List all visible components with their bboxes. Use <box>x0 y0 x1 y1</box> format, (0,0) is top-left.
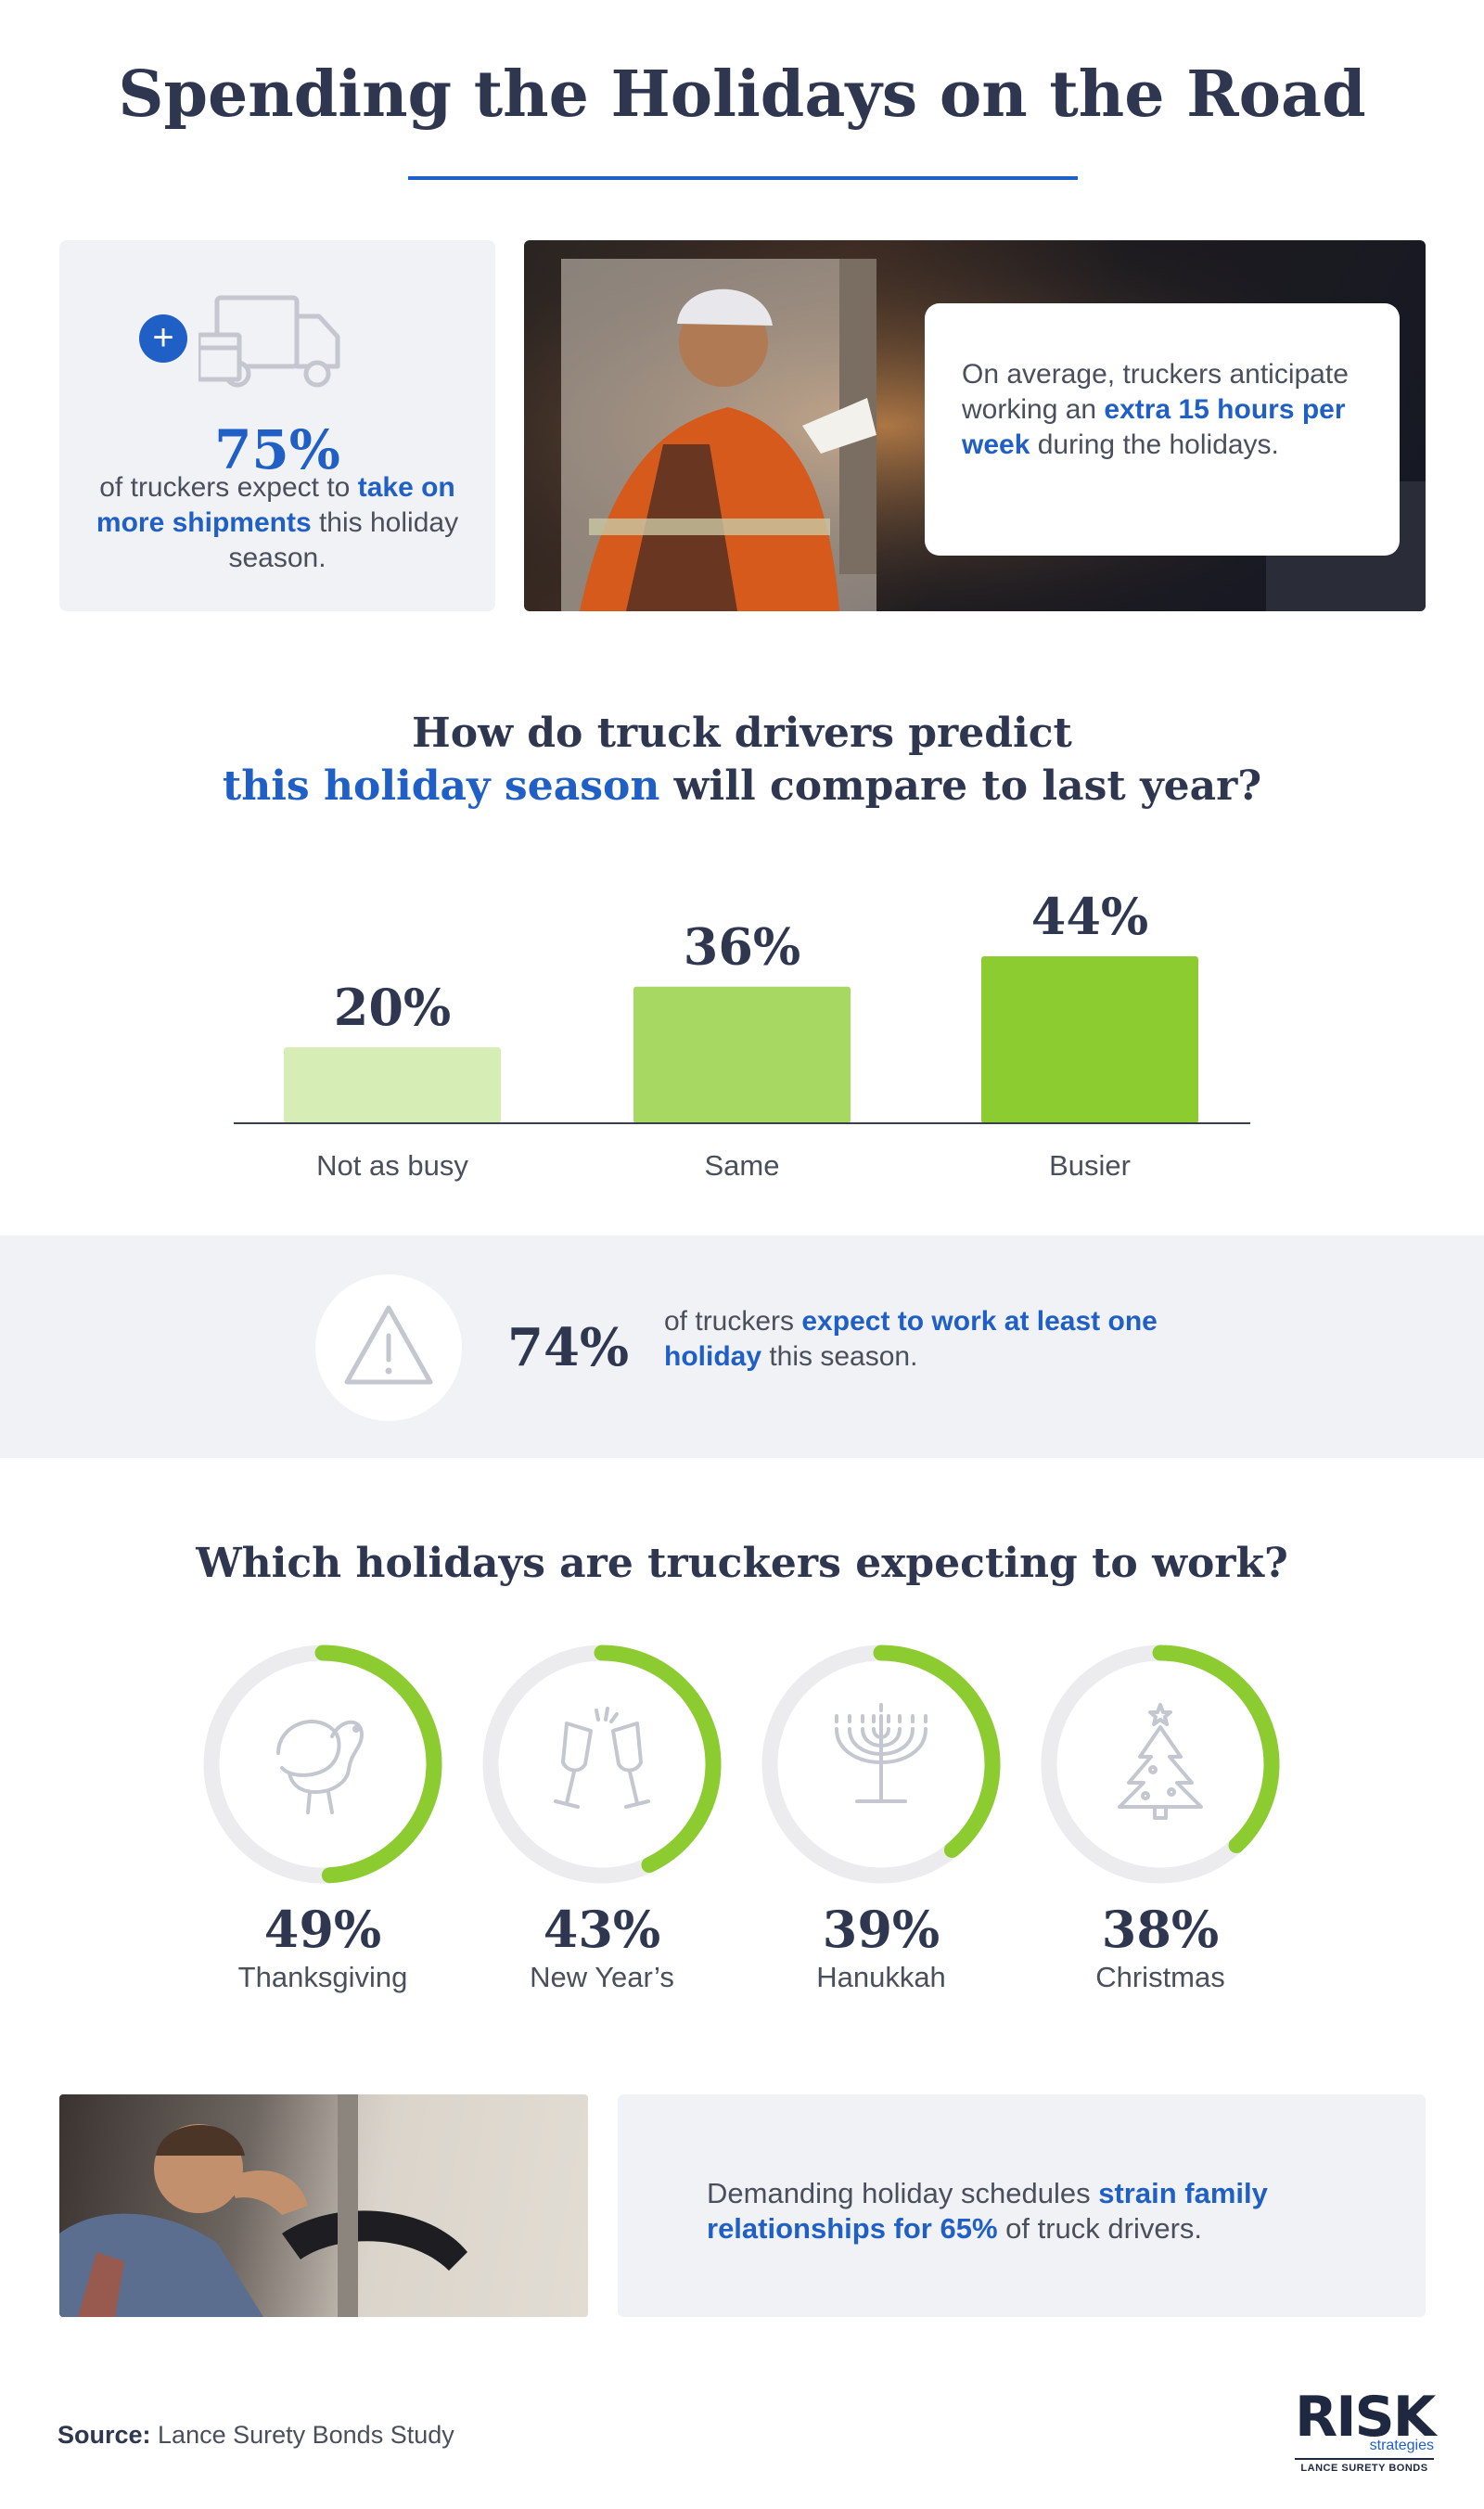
holiday-christmas: 38% Christmas <box>1040 1644 1281 1994</box>
logo-subtitle: strategies <box>1369 2438 1434 2453</box>
warning-icon <box>344 1305 433 1385</box>
family-strain-card: Demanding holiday schedules strain famil… <box>618 2094 1426 2317</box>
truck-icon <box>198 295 340 388</box>
bar-2 <box>981 956 1198 1123</box>
christmas-label: Christmas <box>1095 1961 1225 1993</box>
thanksgiving-ring <box>203 1645 442 1884</box>
bar-category-label-1: Same <box>705 1149 780 1182</box>
holiday-work-stat-text: of truckers expect to work at least one … <box>664 1306 1158 1372</box>
chart-question-line-2: this holiday season will compare to last… <box>222 762 1262 810</box>
new-years-value: 43% <box>543 1900 661 1959</box>
risk-strategies-logo: RISK strategies LANCE SURETY BONDS <box>1295 2385 1436 2474</box>
logo-wordmark: RISK <box>1295 2385 1436 2450</box>
holiday-thanksgiving: 49% Thanksgiving <box>202 1644 443 1994</box>
hanukkah-ring <box>761 1645 1001 1884</box>
christmas-ring-arc <box>1041 1645 1280 1884</box>
plus-icon: + <box>139 314 187 363</box>
christmas-tree-icon <box>1118 1703 1203 1820</box>
bar-value-label-2: 44% <box>1031 887 1148 946</box>
tired-driver-photo <box>59 2094 588 2317</box>
chart-question-line-1: How do truck drivers predict <box>412 710 1072 757</box>
tired-driver-illustration <box>59 2094 588 2317</box>
turkey-icon <box>276 1720 364 1814</box>
hanukkah-label: Hanukkah <box>816 1961 946 1993</box>
bar-category-label-0: Not as busy <box>316 1149 468 1182</box>
holiday-hanukkah: 39% Hanukkah <box>761 1644 1002 1994</box>
christmas-value: 38% <box>1101 1900 1220 1959</box>
title-underline <box>408 176 1078 180</box>
holiday-new-years: 43% New Year’s <box>481 1644 723 1994</box>
logo-tagline: LANCE SURETY BONDS <box>1300 2463 1428 2474</box>
comparison-bar-chart: 20% Not as busy 36% Same 44% Busier <box>234 887 1250 1182</box>
thanksgiving-ring-arc <box>203 1645 442 1884</box>
holidays-question: Which holidays are truckers expecting to… <box>196 1540 1288 1587</box>
extra-hours-card: On average, truckers anticipate working … <box>925 303 1400 556</box>
page-title: Spending the Holidays on the Road <box>118 58 1366 132</box>
bar-0 <box>284 1047 501 1123</box>
christmas-ring <box>1041 1645 1280 1884</box>
warning-badge <box>315 1274 462 1421</box>
bar-category-label-2: Busier <box>1049 1149 1131 1182</box>
holiday-work-band: 74% of truckers expect to work at least … <box>0 1235 1484 1458</box>
hanukkah-value: 39% <box>822 1900 940 1959</box>
champagne-glasses-icon <box>554 1707 650 1809</box>
holiday-work-stat-value: 74% <box>507 1317 630 1378</box>
shipments-stat-card: + 75% of truckers expect to take on more… <box>59 240 495 611</box>
shipments-stat-value: 75% <box>214 418 340 481</box>
thanksgiving-label: Thanksgiving <box>237 1961 408 1993</box>
new-years-ring <box>482 1645 722 1884</box>
new-years-label: New Year’s <box>530 1961 674 1993</box>
source-note: Source: Lance Surety Bonds Study <box>58 2421 454 2449</box>
bar-value-label-0: 20% <box>334 978 451 1037</box>
shipments-stat-text: of truckers expect to take on more shipm… <box>96 472 459 573</box>
bar-1 <box>633 986 851 1123</box>
menorah-icon <box>835 1703 928 1803</box>
hanukkah-ring-arc <box>761 1645 1001 1884</box>
new-years-ring-arc <box>482 1645 722 1884</box>
trucker-photo: On average, truckers anticipate working … <box>524 240 1426 611</box>
thanksgiving-value: 49% <box>263 1900 382 1959</box>
logo-divider <box>1295 2458 1434 2460</box>
bar-value-label-1: 36% <box>684 917 800 977</box>
